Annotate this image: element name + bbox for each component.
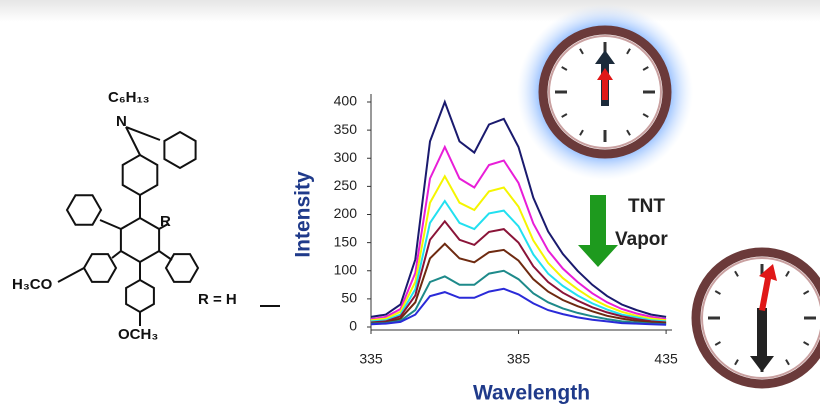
bond bbox=[125, 126, 161, 141]
ring bbox=[163, 130, 197, 170]
ring bbox=[121, 153, 159, 197]
series-line bbox=[370, 174, 667, 322]
clock-tick bbox=[626, 129, 631, 136]
bond bbox=[158, 223, 169, 230]
nitrogen-label: N bbox=[116, 113, 127, 130]
clock-hand bbox=[750, 308, 774, 372]
clock-tick bbox=[803, 341, 810, 346]
ring bbox=[65, 194, 103, 226]
y-tick-label: 300 bbox=[334, 149, 358, 165]
y-tick-label: 350 bbox=[334, 121, 358, 137]
series-line bbox=[370, 199, 667, 323]
y-tick-label: 0 bbox=[349, 318, 357, 334]
series-line bbox=[370, 287, 667, 326]
clock-tick bbox=[714, 290, 721, 295]
series-line bbox=[370, 144, 667, 321]
annotation-line2: Vapor bbox=[615, 229, 668, 250]
clock-after bbox=[691, 247, 820, 389]
clock-tick bbox=[561, 113, 568, 118]
x-tick-label: 435 bbox=[654, 351, 678, 367]
clock-tick bbox=[642, 66, 649, 71]
bond bbox=[158, 250, 173, 261]
substituent-label: C₆H₁₃ bbox=[108, 89, 150, 106]
clock-tick bbox=[579, 48, 584, 55]
y-tick-label: 50 bbox=[341, 290, 357, 306]
clock-tick bbox=[561, 66, 568, 71]
r-definition: R = H bbox=[198, 291, 237, 308]
clock-tick bbox=[785, 270, 790, 277]
bond bbox=[99, 219, 122, 230]
clock-tick bbox=[642, 113, 649, 118]
bond bbox=[125, 126, 141, 156]
ring bbox=[119, 216, 161, 264]
clock-before bbox=[538, 25, 672, 159]
clock-tick bbox=[734, 270, 739, 277]
ring bbox=[164, 253, 200, 283]
chart: 0 50 100 150 200 250 300 350 400 335 385 435 Intensi… bbox=[292, 93, 678, 405]
series-line bbox=[370, 99, 667, 318]
bottom-group-label: OCH₃ bbox=[118, 326, 158, 343]
clock-hand bbox=[759, 264, 777, 311]
series-line bbox=[370, 269, 667, 326]
x-tick-label: 385 bbox=[507, 351, 531, 367]
series-line bbox=[370, 219, 667, 324]
y-tick-label: 100 bbox=[334, 261, 358, 277]
bond bbox=[57, 267, 85, 283]
ring bbox=[82, 253, 118, 283]
header-fade bbox=[0, 0, 820, 22]
y-axis-title: Intensity bbox=[292, 171, 315, 258]
clock-tick bbox=[734, 359, 739, 366]
r-label: R bbox=[160, 213, 171, 230]
chemical-structure bbox=[57, 126, 200, 326]
y-tick-label: 250 bbox=[334, 177, 358, 193]
y-tick-label: 200 bbox=[334, 205, 358, 221]
clock-tick bbox=[579, 129, 584, 136]
y-tick-label: 150 bbox=[334, 233, 358, 249]
clock-hand bbox=[597, 68, 613, 100]
annotation-line1: TNT bbox=[628, 196, 665, 217]
clock-tick bbox=[714, 341, 721, 346]
series-line bbox=[370, 242, 667, 325]
clock-tick bbox=[785, 359, 790, 366]
left-group-label: H₃CO bbox=[12, 276, 53, 293]
clock-tick bbox=[626, 48, 631, 55]
x-axis-title: Wavelength bbox=[473, 382, 590, 405]
bond bbox=[111, 250, 122, 259]
clock-tick bbox=[803, 290, 810, 295]
ring bbox=[125, 278, 155, 314]
x-tick-label: 335 bbox=[359, 351, 383, 367]
y-tick-label: 400 bbox=[334, 93, 358, 109]
down-arrow bbox=[578, 195, 618, 267]
